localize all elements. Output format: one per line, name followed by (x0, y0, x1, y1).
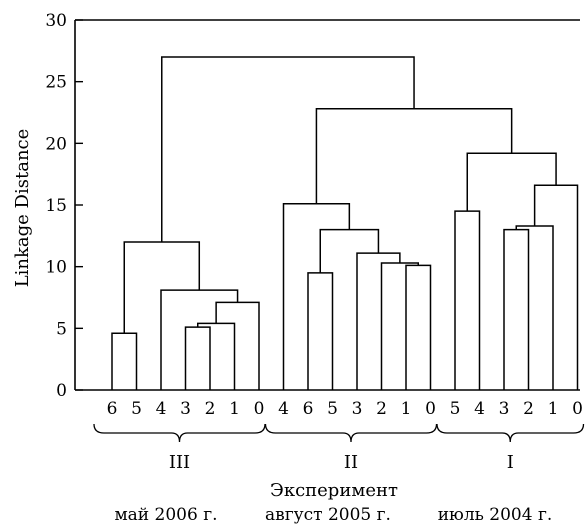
dendrogram-link (197, 322, 236, 390)
dendrogram-link (515, 225, 554, 390)
leaf-label: 2 (523, 399, 534, 419)
dendrogram-link (380, 262, 419, 390)
group-caption: август 2005 г. (265, 505, 391, 525)
dendrogram-link (161, 56, 415, 242)
leaf-label: 0 (572, 399, 583, 419)
y-tick-label: 5 (56, 319, 67, 339)
leaf-label: 2 (205, 399, 216, 419)
dendrogram-link (503, 228, 530, 390)
group-brace (264, 423, 438, 443)
dendrogram-link (533, 184, 579, 390)
y-tick-label: 25 (45, 73, 67, 93)
leaf-label: 6 (107, 399, 118, 419)
leaf-label: 2 (376, 399, 387, 419)
leaf-label: 0 (425, 399, 436, 419)
y-tick-label: 0 (56, 381, 67, 401)
group-label: III (169, 452, 190, 473)
leaf-label: 5 (450, 399, 461, 419)
y-tick-label: 10 (45, 258, 67, 278)
leaf-label: 5 (131, 399, 142, 419)
dendrogram-link (356, 252, 401, 390)
leaf-label: 0 (254, 399, 265, 419)
dendrogram-link (282, 203, 351, 390)
dendrogram-link (307, 272, 334, 390)
y-tick-label: 15 (45, 196, 67, 216)
group-brace (93, 423, 266, 443)
dendrogram-link (315, 108, 513, 204)
dendrogram-link (184, 326, 211, 390)
leaf-label: 4 (474, 399, 485, 419)
x-axis-title: Эксперимент (270, 480, 398, 501)
group-brace (436, 423, 585, 443)
leaf-label: 3 (499, 399, 510, 419)
leaf-label: 1 (401, 399, 412, 419)
leaf-label: 5 (327, 399, 338, 419)
dendrogram-links (111, 56, 579, 390)
dendrogram-link (215, 301, 260, 390)
leaf-label: 4 (156, 399, 167, 419)
leaf-label: 3 (352, 399, 363, 419)
y-tick-label: 30 (45, 11, 67, 31)
leaf-label: 1 (548, 399, 559, 419)
dendrogram-link (454, 210, 481, 390)
dendrogram-link (111, 332, 138, 390)
dendrogram-link (123, 241, 201, 334)
dendrogram-link (405, 264, 432, 390)
leaf-label: 6 (303, 399, 314, 419)
group-caption: июль 2004 г. (438, 505, 553, 525)
axes: 0 5 10 15 20 25 30 (45, 11, 580, 401)
group-label: I (507, 452, 514, 473)
dendrogram-link (160, 289, 239, 390)
group-label: II (344, 452, 358, 473)
dendrogram-link (466, 152, 557, 212)
group-caption: май 2006 г. (114, 505, 217, 525)
leaf-label: 4 (278, 399, 289, 419)
y-tick-label: 20 (45, 134, 67, 154)
leaf-label: 3 (180, 399, 191, 419)
leaf-label: 1 (229, 399, 240, 419)
y-axis-title: Linkage Distance (12, 129, 33, 288)
dendrogram-link (319, 228, 380, 273)
